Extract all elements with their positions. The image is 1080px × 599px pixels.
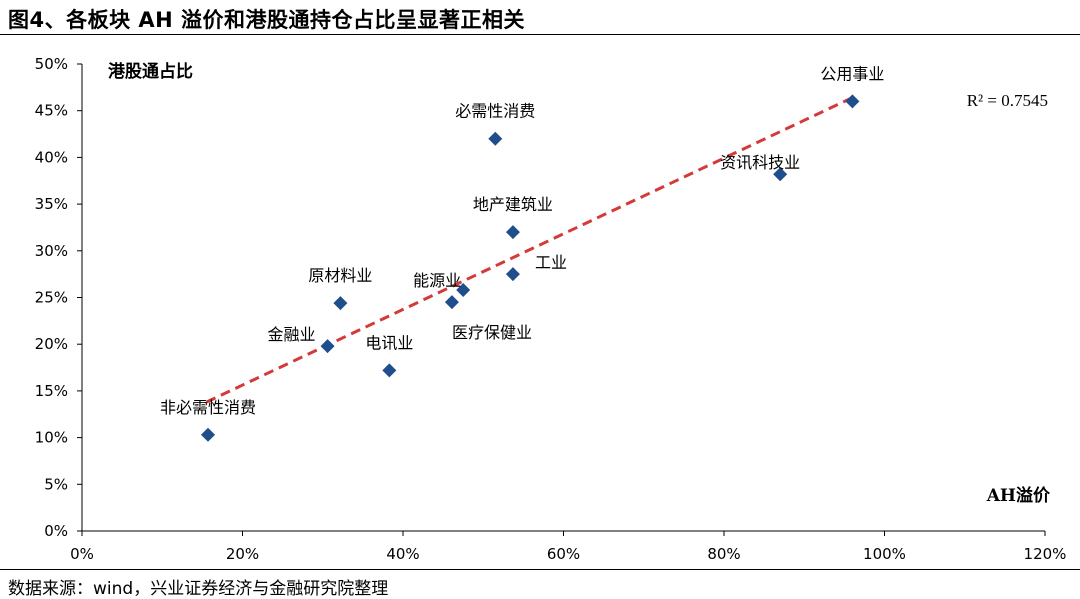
y-tick-label: 5% [44,475,68,493]
data-point-label: 必需性消费 [455,102,535,121]
y-tick-label: 35% [35,195,68,213]
data-point [320,339,335,354]
data-point-label: 电讯业 [365,333,413,352]
data-point-label: 地产建筑业 [473,195,553,214]
data-point-label: 资讯科技业 [720,153,800,172]
x-tick-label: 60% [547,545,580,563]
y-tick-label: 50% [35,55,68,73]
y-tick-label: 25% [35,289,68,307]
data-point [333,296,348,311]
x-tick-label: 0% [70,545,94,563]
y-axis-title: 港股通占比 [108,61,193,82]
data-point-label: 金融业 [268,325,316,344]
data-point-label: 医疗保健业 [452,323,532,342]
data-point-label: 公用事业 [820,64,884,83]
data-point-label: 原材料业 [308,266,372,285]
data-point [456,283,471,298]
x-tick-label: 80% [707,545,740,563]
data-point-label: 工业 [535,253,567,272]
data-point [845,94,860,109]
x-axis-title: AH溢价 [986,485,1051,506]
source-note: 数据来源：wind，兴业证券经济与金融研究院整理 [8,579,389,599]
r-squared-label: R² = 0.7545 [967,91,1048,110]
figure-title: 图4、各板块 AH 溢价和港股通持仓占比呈显著正相关 [8,8,526,32]
y-tick-label: 0% [44,522,68,540]
data-point [488,131,503,146]
data-point [382,363,397,378]
source-rule [0,569,1080,570]
x-tick-label: 120% [1024,545,1067,563]
data-point [200,427,215,442]
x-tick-label: 40% [386,545,419,563]
data-point [444,295,459,310]
x-tick-label: 20% [226,545,259,563]
x-tick-label: 100% [863,545,906,563]
y-tick-label: 40% [35,148,68,166]
data-point [505,267,520,282]
data-point-label: 非必需性消费 [160,398,256,417]
data-point-label: 能源业 [413,271,461,290]
y-tick-label: 10% [35,429,68,447]
title-rule [0,34,1080,35]
y-tick-label: 20% [35,335,68,353]
data-point [773,167,788,182]
y-tick-label: 30% [35,242,68,260]
trendline [205,96,854,404]
data-point [505,225,520,240]
y-tick-label: 45% [35,102,68,120]
y-tick-label: 15% [35,382,68,400]
